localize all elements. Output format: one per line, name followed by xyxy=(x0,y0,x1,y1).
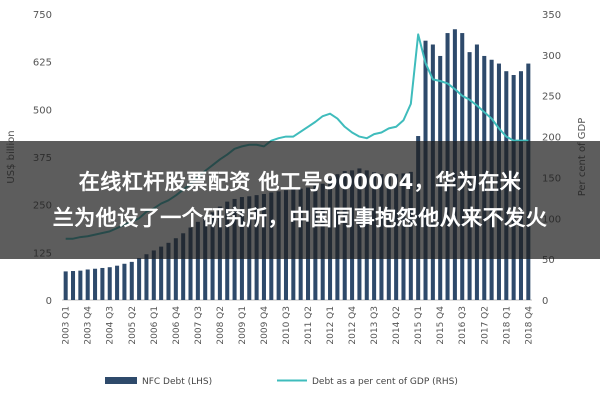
x-axis-tick-label: 2011 Q2 xyxy=(304,306,314,345)
bar-nfc-debt xyxy=(195,221,200,300)
caption-line-2: 兰为他设了一个研究所，中国同事抱怨他从来不发火 xyxy=(52,206,548,230)
bar-nfc-debt xyxy=(166,242,171,300)
bar-nfc-debt xyxy=(100,267,105,300)
x-axis-tick-label: 2003 Q4 xyxy=(84,306,94,345)
right-axis-tick-label: 200 xyxy=(542,133,561,144)
bar-nfc-debt xyxy=(122,263,127,300)
x-axis-tick-label: 2013 Q3 xyxy=(370,306,380,345)
bar-nfc-debt xyxy=(93,268,98,300)
x-axis-tick-label: 2012 Q4 xyxy=(348,306,358,345)
bar-nfc-debt xyxy=(115,265,120,300)
legend-swatch-nfc-debt xyxy=(105,377,137,384)
x-axis-tick-label: 2010 Q3 xyxy=(282,306,292,345)
left-axis-tick-label: 625 xyxy=(33,58,52,69)
bar-nfc-debt xyxy=(137,258,142,300)
x-axis-tick-label: 2015 Q1 xyxy=(414,306,424,345)
x-axis-tick-label: 2018 Q1 xyxy=(502,306,512,345)
x-axis-tick-label: 2018 Q4 xyxy=(524,306,534,345)
left-axis-tick-label: 750 xyxy=(33,10,52,21)
bar-nfc-debt xyxy=(188,227,193,300)
x-axis-tick-label: 2012 Q1 xyxy=(326,306,336,345)
bar-nfc-debt xyxy=(129,261,134,300)
right-axis-tick-label: 300 xyxy=(542,51,561,62)
bar-nfc-debt xyxy=(71,271,76,300)
x-axis-tick-label: 2015 Q4 xyxy=(436,306,446,345)
x-axis-tick-label: 2003 Q1 xyxy=(62,306,72,345)
x-axis-tick-label: 2014 Q2 xyxy=(392,306,402,345)
right-axis-tick-label: 50 xyxy=(542,255,555,266)
x-axis-tick-label: 2017 Q2 xyxy=(480,306,490,345)
bar-nfc-debt xyxy=(63,271,68,300)
x-axis-tick-label: 2007 Q3 xyxy=(194,306,204,345)
legend-label-debt-gdp: Debt as a per cent of GDP (RHS) xyxy=(312,377,458,387)
x-axis-tick-label: 2016 Q3 xyxy=(458,306,468,345)
bar-nfc-debt xyxy=(151,250,156,300)
legend-label-nfc-debt: NFC Debt (LHS) xyxy=(142,377,212,387)
bar-nfc-debt xyxy=(85,269,90,300)
bar-nfc-debt xyxy=(159,246,164,300)
x-axis-tick-label: 2009 Q1 xyxy=(238,306,248,345)
x-axis-tick-label: 2006 Q1 xyxy=(150,306,160,345)
x-axis-tick-label: 2009 Q4 xyxy=(260,306,270,345)
right-axis-tick-label: 350 xyxy=(542,10,561,21)
x-axis-tick-label: 2004 Q3 xyxy=(106,306,116,345)
right-axis-tick-label: 250 xyxy=(542,92,561,103)
x-axis-tick-label: 2005 Q2 xyxy=(128,306,138,345)
right-axis-tick-label: 0 xyxy=(542,296,548,307)
caption-line-1: 在线杠杆股票配资 他工号900004，华为在米 xyxy=(78,170,522,194)
bar-nfc-debt xyxy=(144,254,149,300)
bar-nfc-debt xyxy=(173,238,178,300)
bar-nfc-debt xyxy=(107,267,112,300)
caption-overlay: 在线杠杆股票配资 他工号900004，华为在米 兰为他设了一个研究所，中国同事抱… xyxy=(0,141,600,259)
left-axis-tick-label: 0 xyxy=(46,296,52,307)
left-axis-tick-label: 500 xyxy=(33,105,52,116)
bar-nfc-debt xyxy=(181,233,186,300)
bar-nfc-debt xyxy=(78,270,83,300)
x-axis-tick-label: 2006 Q4 xyxy=(172,306,182,345)
x-axis-tick-label: 2008 Q2 xyxy=(216,306,226,345)
